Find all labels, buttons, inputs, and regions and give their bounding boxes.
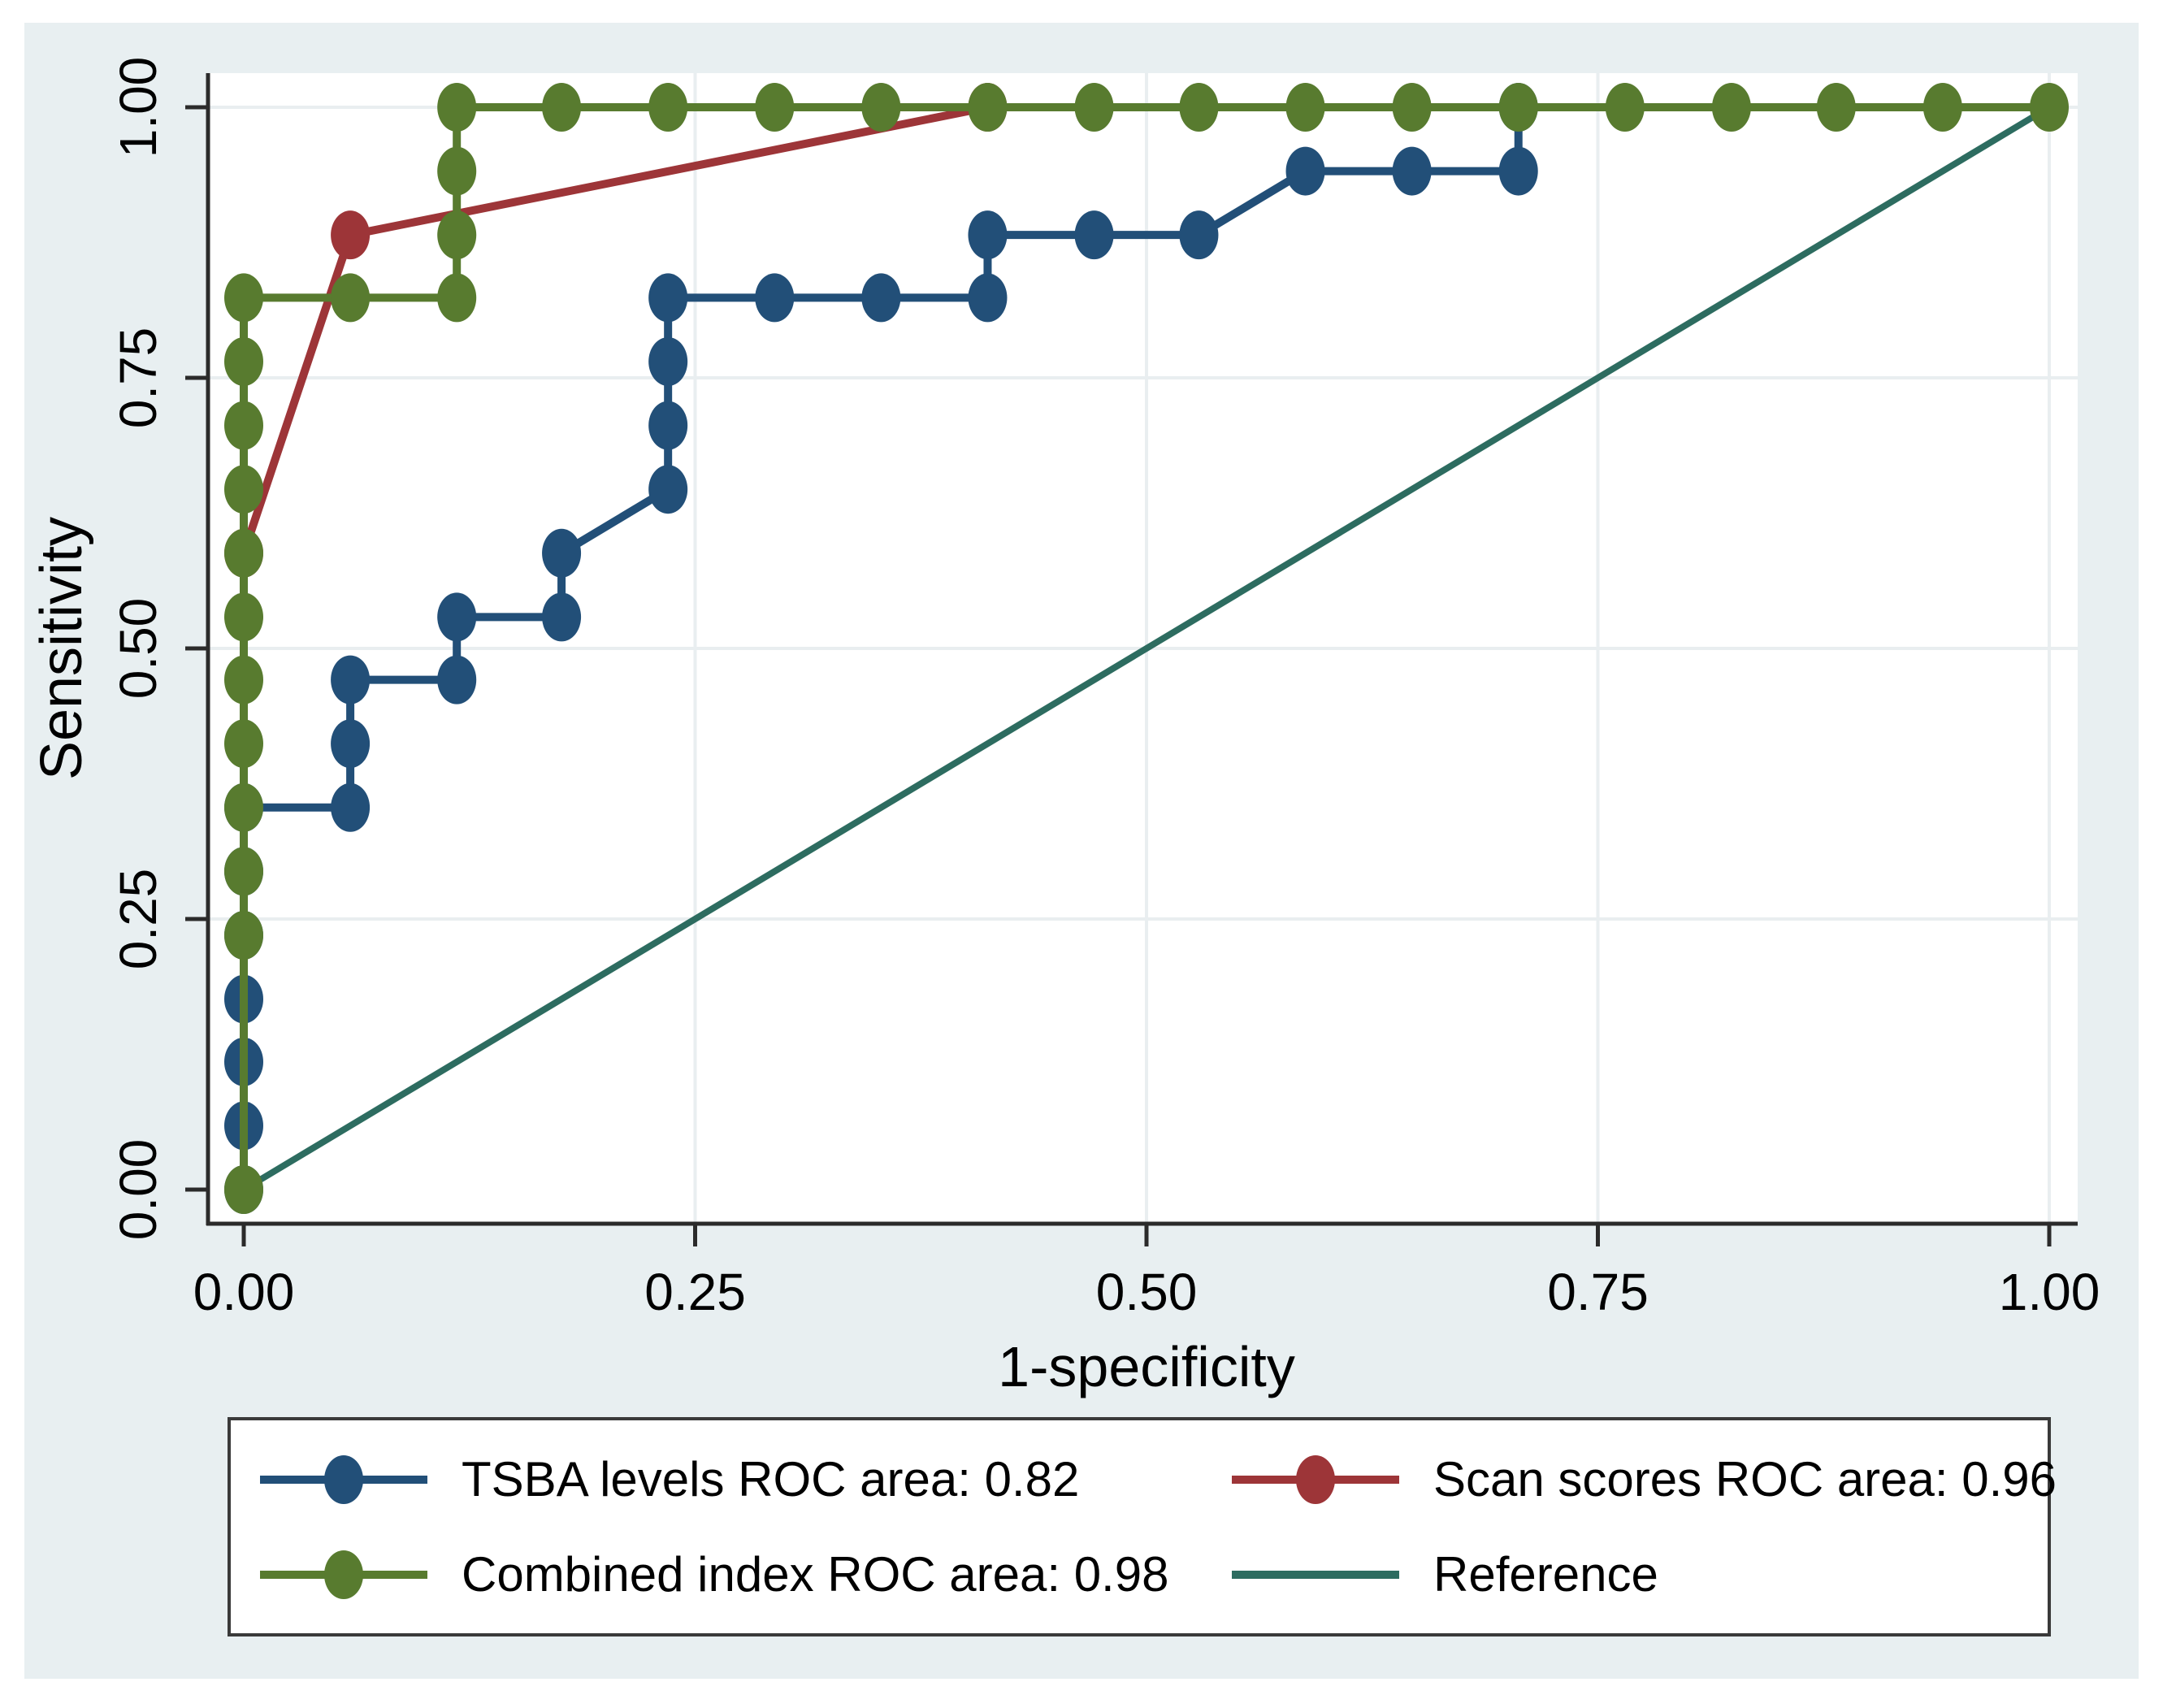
legend-label-scan: Scan scores ROC area: 0.96 xyxy=(1433,1452,2057,1506)
ticks xyxy=(185,105,2052,1246)
combined-index-marker xyxy=(224,719,263,769)
combined-index-marker xyxy=(437,273,477,323)
legend-label-reference: Reference xyxy=(1433,1547,1658,1602)
tick-labels: 0.00 0.25 0.50 0.75 1.00 0.00 0.25 0.50 0.75 1.00 xyxy=(109,57,2100,1321)
combined-index-marker xyxy=(1922,83,1962,132)
y-tick-label: 0.50 xyxy=(109,598,167,700)
scan-scores-marker xyxy=(331,210,371,260)
combined-index-marker xyxy=(224,1165,263,1214)
combined-index-marker xyxy=(224,910,263,960)
combined-index-marker xyxy=(224,847,263,896)
tsba-levels-marker xyxy=(331,782,371,832)
tsba-levels-marker xyxy=(331,719,371,769)
combined-index-marker xyxy=(224,528,263,578)
tsba-legend-swatch-icon xyxy=(260,1454,427,1504)
y-axis-title: Sensitivity xyxy=(29,517,94,780)
combined-index-marker xyxy=(1605,83,1645,132)
y-tick-label: 1.00 xyxy=(109,57,167,158)
scan-legend-swatch-icon xyxy=(1232,1454,1399,1504)
combined-index-marker xyxy=(224,273,263,323)
tsba-levels-marker xyxy=(968,210,1008,260)
combined-index-marker xyxy=(224,592,263,642)
x-tick-label: 0.50 xyxy=(1096,1263,1198,1321)
tsba-levels-marker xyxy=(1285,146,1325,196)
tsba-levels-marker xyxy=(1392,146,1432,196)
tsba-levels-marker xyxy=(1074,210,1114,260)
tsba-levels-marker xyxy=(1179,210,1219,260)
combined-index-marker xyxy=(437,83,477,132)
combined-index-marker xyxy=(437,146,477,196)
reference-curve xyxy=(241,104,2052,1193)
reference-legend-swatch-icon xyxy=(1232,1570,1399,1579)
combined-index-marker xyxy=(224,401,263,450)
combined-index-marker xyxy=(2030,83,2069,132)
combined-index-marker xyxy=(1285,83,1325,132)
tsba-levels-marker xyxy=(437,655,477,704)
x-tick-label: 0.00 xyxy=(193,1263,295,1321)
legend-box: TSBA levels ROC area: 0.82 Scan scores R… xyxy=(228,1417,2057,1636)
legend-item-tsba: TSBA levels ROC area: 0.82 xyxy=(258,1451,1230,1507)
legend-item-combined: Combined index ROC area: 0.98 xyxy=(258,1546,1230,1602)
series-reference xyxy=(241,104,2052,1193)
legend-label-tsba: TSBA levels ROC area: 0.82 xyxy=(462,1452,1080,1506)
combined-legend-swatch-icon xyxy=(260,1550,427,1599)
x-tick-label: 0.75 xyxy=(1547,1263,1649,1321)
x-tick-label: 0.25 xyxy=(644,1263,746,1321)
y-tick-label: 0.75 xyxy=(109,327,167,429)
x-axis-title: 1-specificity xyxy=(998,1335,1295,1398)
tsba-levels-marker xyxy=(861,273,901,323)
combined-index-marker xyxy=(1179,83,1219,132)
legend-item-scan: Scan scores ROC area: 0.96 xyxy=(1230,1451,2057,1507)
y-tick-label: 0.00 xyxy=(109,1139,167,1241)
tsba-levels-marker xyxy=(755,273,795,323)
combined-index-marker xyxy=(1711,83,1751,132)
combined-index-marker xyxy=(968,83,1008,132)
combined-index-marker xyxy=(542,83,582,132)
tsba-levels-marker xyxy=(331,655,371,704)
legend-item-reference: Reference xyxy=(1230,1546,2057,1602)
tsba-levels-marker xyxy=(542,592,582,642)
combined-index-marker xyxy=(648,83,688,132)
x-tick-label: 1.00 xyxy=(1999,1263,2100,1321)
series-combined-index xyxy=(224,83,2069,1214)
combined-index-marker xyxy=(861,83,901,132)
tsba-levels-marker xyxy=(542,528,582,578)
combined-index-marker xyxy=(437,210,477,260)
combined-index-marker xyxy=(224,655,263,704)
combined-index-marker xyxy=(755,83,795,132)
combined-index-marker xyxy=(331,273,371,323)
tsba-levels-marker xyxy=(648,465,688,514)
combined-index-marker xyxy=(1498,83,1538,132)
tsba-levels-marker xyxy=(648,337,688,387)
combined-index-marker xyxy=(224,782,263,832)
tsba-levels-marker xyxy=(1498,146,1538,196)
combined-index-marker xyxy=(1392,83,1432,132)
combined-index-marker xyxy=(224,337,263,387)
tsba-levels-marker xyxy=(968,273,1008,323)
combined-index-marker xyxy=(1074,83,1114,132)
tsba-levels-marker xyxy=(437,592,477,642)
legend-label-combined: Combined index ROC area: 0.98 xyxy=(462,1547,1169,1602)
tsba-levels-marker xyxy=(648,273,688,323)
combined-index-marker xyxy=(1816,83,1856,132)
tsba-levels-marker xyxy=(648,401,688,450)
y-tick-label: 0.25 xyxy=(109,869,167,970)
combined-index-marker xyxy=(224,465,263,514)
